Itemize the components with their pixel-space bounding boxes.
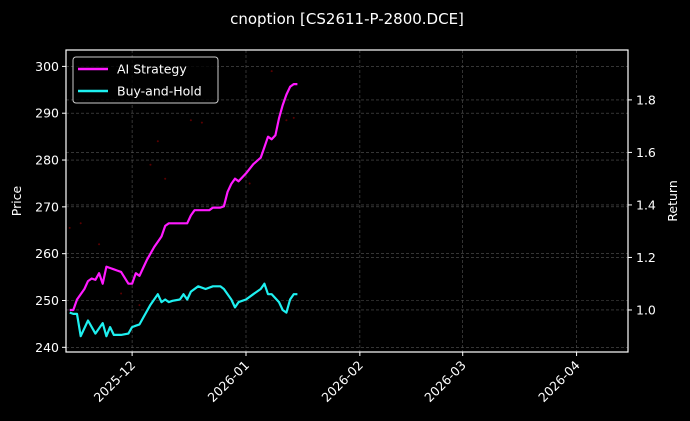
price-marker [292, 116, 295, 119]
legend-box [72, 56, 219, 104]
price-marker [285, 119, 288, 122]
y-left-tick-label: 250 [35, 293, 59, 308]
y-right-tick-label: 1.6 [636, 145, 656, 160]
y-left-tick-label: 240 [35, 340, 59, 355]
price-marker [248, 182, 251, 185]
y-axis-right: 1.0 1.2 1.4 1.6 1.8 [628, 92, 656, 317]
y-left-tick-label: 260 [35, 246, 59, 261]
price-marker [270, 70, 273, 73]
grid [66, 50, 628, 352]
y-axis-right-label: Return [665, 180, 680, 221]
price-marker [156, 140, 159, 143]
price-marker [189, 119, 192, 122]
y-left-tick-label: 270 [35, 199, 59, 214]
legend: AI Strategy Buy-and-Hold [72, 56, 219, 104]
y-right-tick-label: 1.2 [636, 250, 656, 265]
y-right-tick-label: 1.0 [636, 302, 656, 317]
price-marker [120, 292, 123, 295]
series-line-ai-strategy [69, 82, 298, 312]
price-marker [164, 177, 167, 180]
chart-title: cnoption [CS2611-P-2800.DCE] [230, 10, 464, 28]
legend-label-ai-strategy: AI Strategy [117, 62, 187, 77]
y-axis-left-label: Price [9, 185, 24, 216]
price-marker [79, 222, 82, 225]
series-line-buy-and-hold [69, 282, 298, 338]
legend-label-buy-and-hold: Buy-and-Hold [117, 84, 202, 99]
price-marker [149, 163, 152, 166]
price-markers [68, 70, 295, 307]
price-marker [200, 121, 203, 124]
series-lines [69, 82, 298, 338]
y-left-tick-label: 290 [35, 106, 59, 121]
y-right-tick-label: 1.4 [636, 197, 656, 212]
price-marker [68, 226, 71, 229]
y-axis-left: 240 250 260 270 280 290 300 [35, 59, 66, 355]
price-marker [98, 243, 101, 246]
y-left-tick-label: 280 [35, 153, 59, 168]
price-marker [138, 304, 141, 307]
plot-frame [65, 49, 629, 353]
y-right-tick-label: 1.8 [636, 92, 656, 107]
y-left-tick-label: 300 [35, 59, 59, 74]
